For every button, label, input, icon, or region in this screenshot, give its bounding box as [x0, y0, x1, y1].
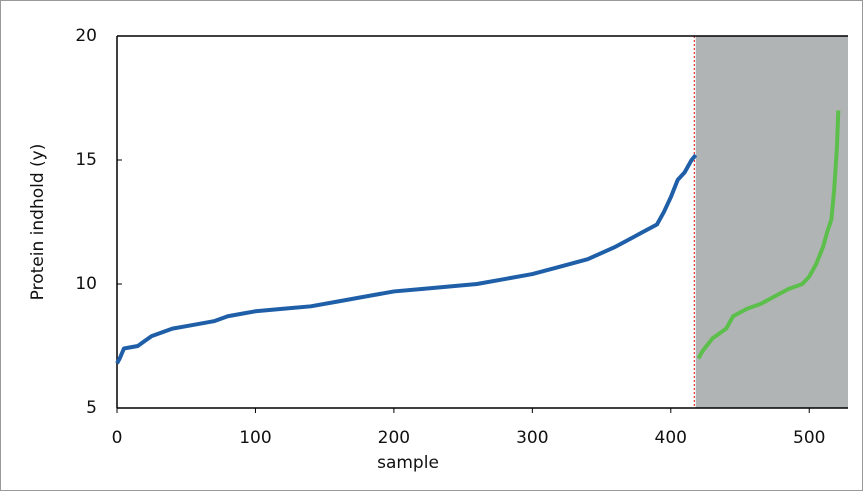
y-tick-label: 20 [75, 26, 97, 46]
y-tick-label: 10 [75, 274, 97, 294]
y-tick-label: 15 [75, 150, 97, 170]
x-tick-label: 300 [516, 428, 548, 448]
x-tick-label: 100 [239, 428, 271, 448]
y-tick-label: 5 [86, 398, 97, 418]
x-tick-label: 0 [112, 428, 123, 448]
series-line [115, 153, 698, 365]
x-tick-label: 200 [378, 428, 410, 448]
x-axis-label: sample [377, 453, 439, 473]
y-axis-label: Protein indhold (y) [28, 144, 48, 301]
shaded-region [695, 36, 848, 408]
x-tick-label: 500 [793, 428, 825, 448]
series-line [696, 110, 841, 360]
x-tick-label: 400 [655, 428, 687, 448]
